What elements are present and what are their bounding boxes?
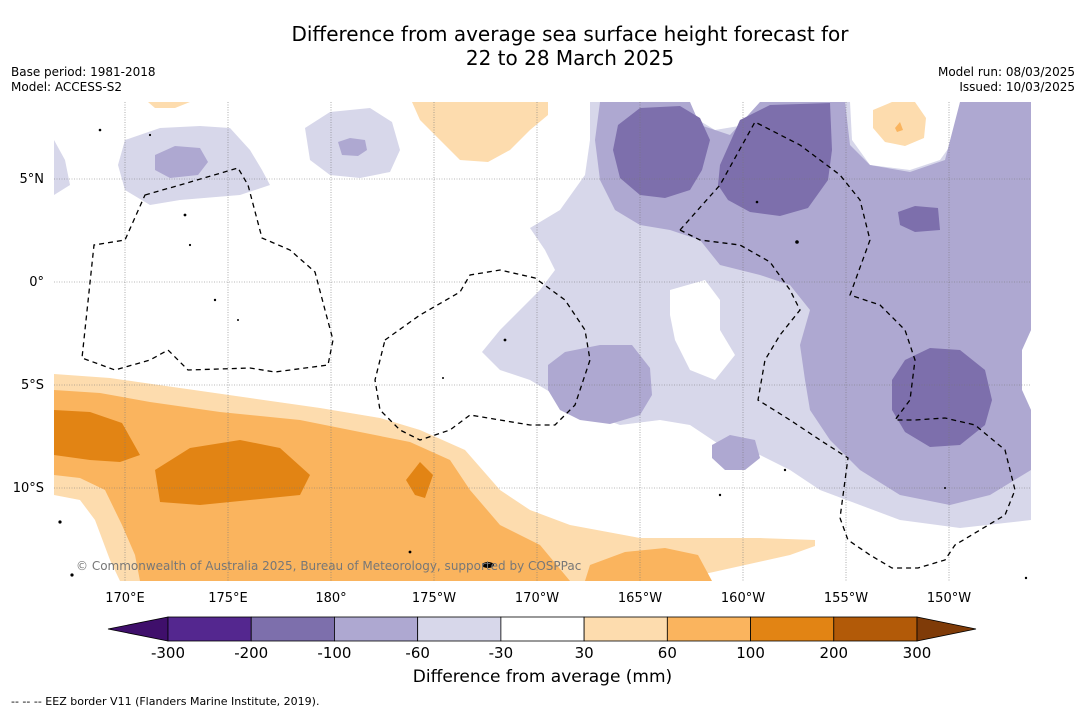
graticule bbox=[54, 102, 1031, 581]
chart-title: Difference from average sea surface heig… bbox=[0, 22, 1085, 70]
lon-label-155w: 155°W bbox=[824, 591, 868, 606]
colorbar-tick-label: 300 bbox=[903, 644, 932, 662]
colorbar-segment bbox=[750, 616, 835, 642]
colorbar-segment bbox=[167, 616, 252, 642]
lon-label-180: 180° bbox=[315, 591, 346, 606]
lon-label-175e: 175°E bbox=[208, 591, 248, 606]
base-period-label: Base period: 1981-2018 bbox=[11, 65, 156, 79]
colorbar-tick-label: 200 bbox=[819, 644, 848, 662]
eez-borders bbox=[81, 121, 1016, 569]
colorbar-tick-label: 30 bbox=[575, 644, 594, 662]
negative-anomaly-60-west-edge bbox=[54, 140, 70, 195]
map-plot-area: © Commonwealth of Australia 2025, Bureau… bbox=[54, 102, 1031, 581]
lat-label-equator: 0° bbox=[29, 275, 44, 290]
positive-anomaly-100-center bbox=[155, 440, 310, 505]
colorbar-segment bbox=[583, 616, 668, 642]
model-run-label: Model run: 08/03/2025 bbox=[937, 65, 1075, 79]
colorbar-segment bbox=[500, 616, 585, 642]
lat-label-10s: 10°S bbox=[13, 481, 44, 496]
latitude-labels: 5°N 0° 5°S 10°S bbox=[13, 172, 44, 496]
colorbar-tick-label: -200 bbox=[234, 644, 268, 662]
colorbar-tick-label: -60 bbox=[405, 644, 430, 662]
lon-label-165w: 165°W bbox=[618, 591, 662, 606]
model-label: Model: ACCESS-S2 bbox=[11, 80, 123, 94]
lon-label-170e: 170°E bbox=[105, 591, 145, 606]
negative-anomaly-100-central bbox=[548, 345, 652, 424]
colorbar-tick-label: 100 bbox=[736, 644, 765, 662]
lon-label-150w: 150°W bbox=[927, 591, 971, 606]
negative-anomaly-100-north bbox=[338, 138, 367, 156]
lon-label-175w: 175°W bbox=[412, 591, 456, 606]
colorbar-segment bbox=[833, 616, 918, 642]
colorbar-segment bbox=[417, 616, 502, 642]
positive-anomaly-60-west bbox=[54, 390, 570, 581]
lat-label-5s: 5°S bbox=[21, 378, 44, 393]
positive-anomaly-60-south bbox=[585, 548, 712, 581]
colorbar-title: Difference from average (mm) bbox=[412, 667, 673, 687]
title-line-2: 22 to 28 March 2025 bbox=[465, 46, 675, 70]
negative-anomaly-200-center bbox=[718, 103, 832, 216]
islands bbox=[58, 128, 1028, 580]
positive-anomaly-30-northwest bbox=[148, 102, 190, 108]
colorbar-tick-label: -30 bbox=[489, 644, 514, 662]
copyright-note: © Commonwealth of Australia 2025, Bureau… bbox=[76, 559, 581, 573]
meta-left: Base period: 1981-2018 Model: ACCESS-S2 bbox=[11, 65, 156, 95]
positive-anomaly-100-west bbox=[54, 410, 140, 462]
colorbar-segment bbox=[250, 616, 335, 642]
negative-anomaly-200-east bbox=[898, 206, 940, 232]
positive-anomaly-100-east bbox=[406, 462, 433, 498]
negative-anomaly-200-south bbox=[892, 348, 992, 447]
lon-label-170w: 170°W bbox=[515, 591, 559, 606]
colorbar-segment bbox=[666, 616, 751, 642]
negative-anomaly-100-southeast bbox=[712, 435, 760, 470]
eez-footnote: -- -- -- EEZ border V11 (Flanders Marine… bbox=[11, 695, 320, 708]
longitude-labels: 170°E 175°E 180° 175°W 170°W 165°W 160°W… bbox=[105, 591, 971, 606]
colorbar-arrow-min bbox=[107, 616, 169, 642]
colorbar-segment bbox=[334, 616, 419, 642]
negative-anomaly-200-west bbox=[613, 106, 710, 198]
issued-label: Issued: 10/03/2025 bbox=[959, 80, 1075, 94]
neutral-gap-far-east bbox=[1022, 330, 1031, 410]
neutral-gap-east bbox=[670, 280, 735, 380]
negative-anomaly-100-northwest bbox=[155, 146, 208, 178]
colorbar-tick-label: -100 bbox=[317, 644, 351, 662]
colorbar-tick-label: -300 bbox=[151, 644, 185, 662]
lon-label-160w: 160°W bbox=[721, 591, 765, 606]
title-line-1: Difference from average sea surface heig… bbox=[291, 22, 849, 46]
lat-label-5n: 5°N bbox=[20, 172, 45, 187]
colorbar-tick-label: 60 bbox=[658, 644, 677, 662]
positive-anomaly-30-islet bbox=[895, 122, 903, 132]
colorbar-arrow-max bbox=[916, 616, 977, 642]
meta-right: Model run: 08/03/2025 Issued: 10/03/2025 bbox=[938, 65, 1075, 95]
colorbar: -300 -200 -100 -60 -30 30 60 100 200 300 bbox=[107, 616, 977, 662]
positive-anomaly-30-north bbox=[412, 102, 548, 162]
